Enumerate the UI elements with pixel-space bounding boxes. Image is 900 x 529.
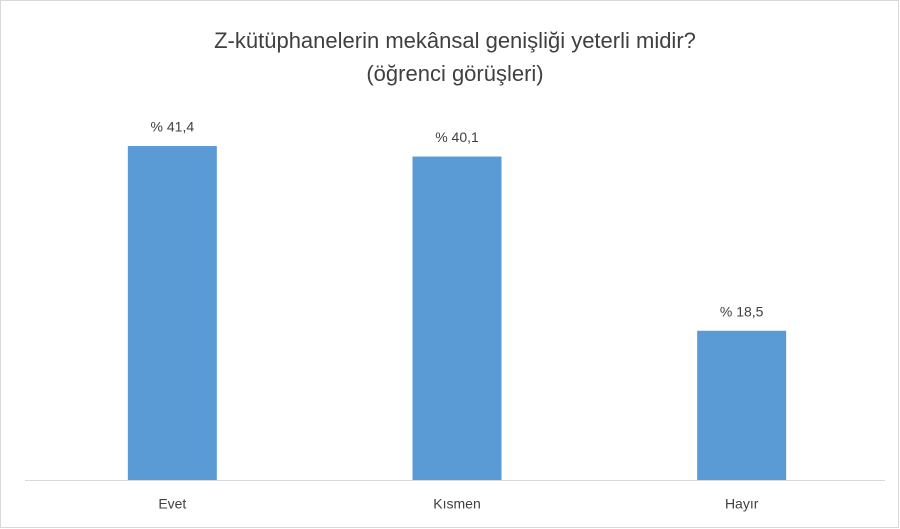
bar	[127, 146, 217, 481]
value-label: % 18,5	[720, 303, 764, 319]
x-tick-label: Hayır	[725, 496, 759, 512]
x-tick-label: Kısmen	[433, 496, 480, 512]
value-label: % 40,1	[435, 129, 479, 145]
chart-title: Z-kütüphanelerin mekânsal genişliği yete…	[214, 28, 696, 53]
x-tick-label: Evet	[158, 496, 186, 512]
bar	[412, 156, 502, 480]
value-label: % 41,4	[151, 119, 195, 135]
bar	[697, 330, 787, 480]
chart-subtitle: (öğrenci görüşleri)	[366, 61, 543, 86]
